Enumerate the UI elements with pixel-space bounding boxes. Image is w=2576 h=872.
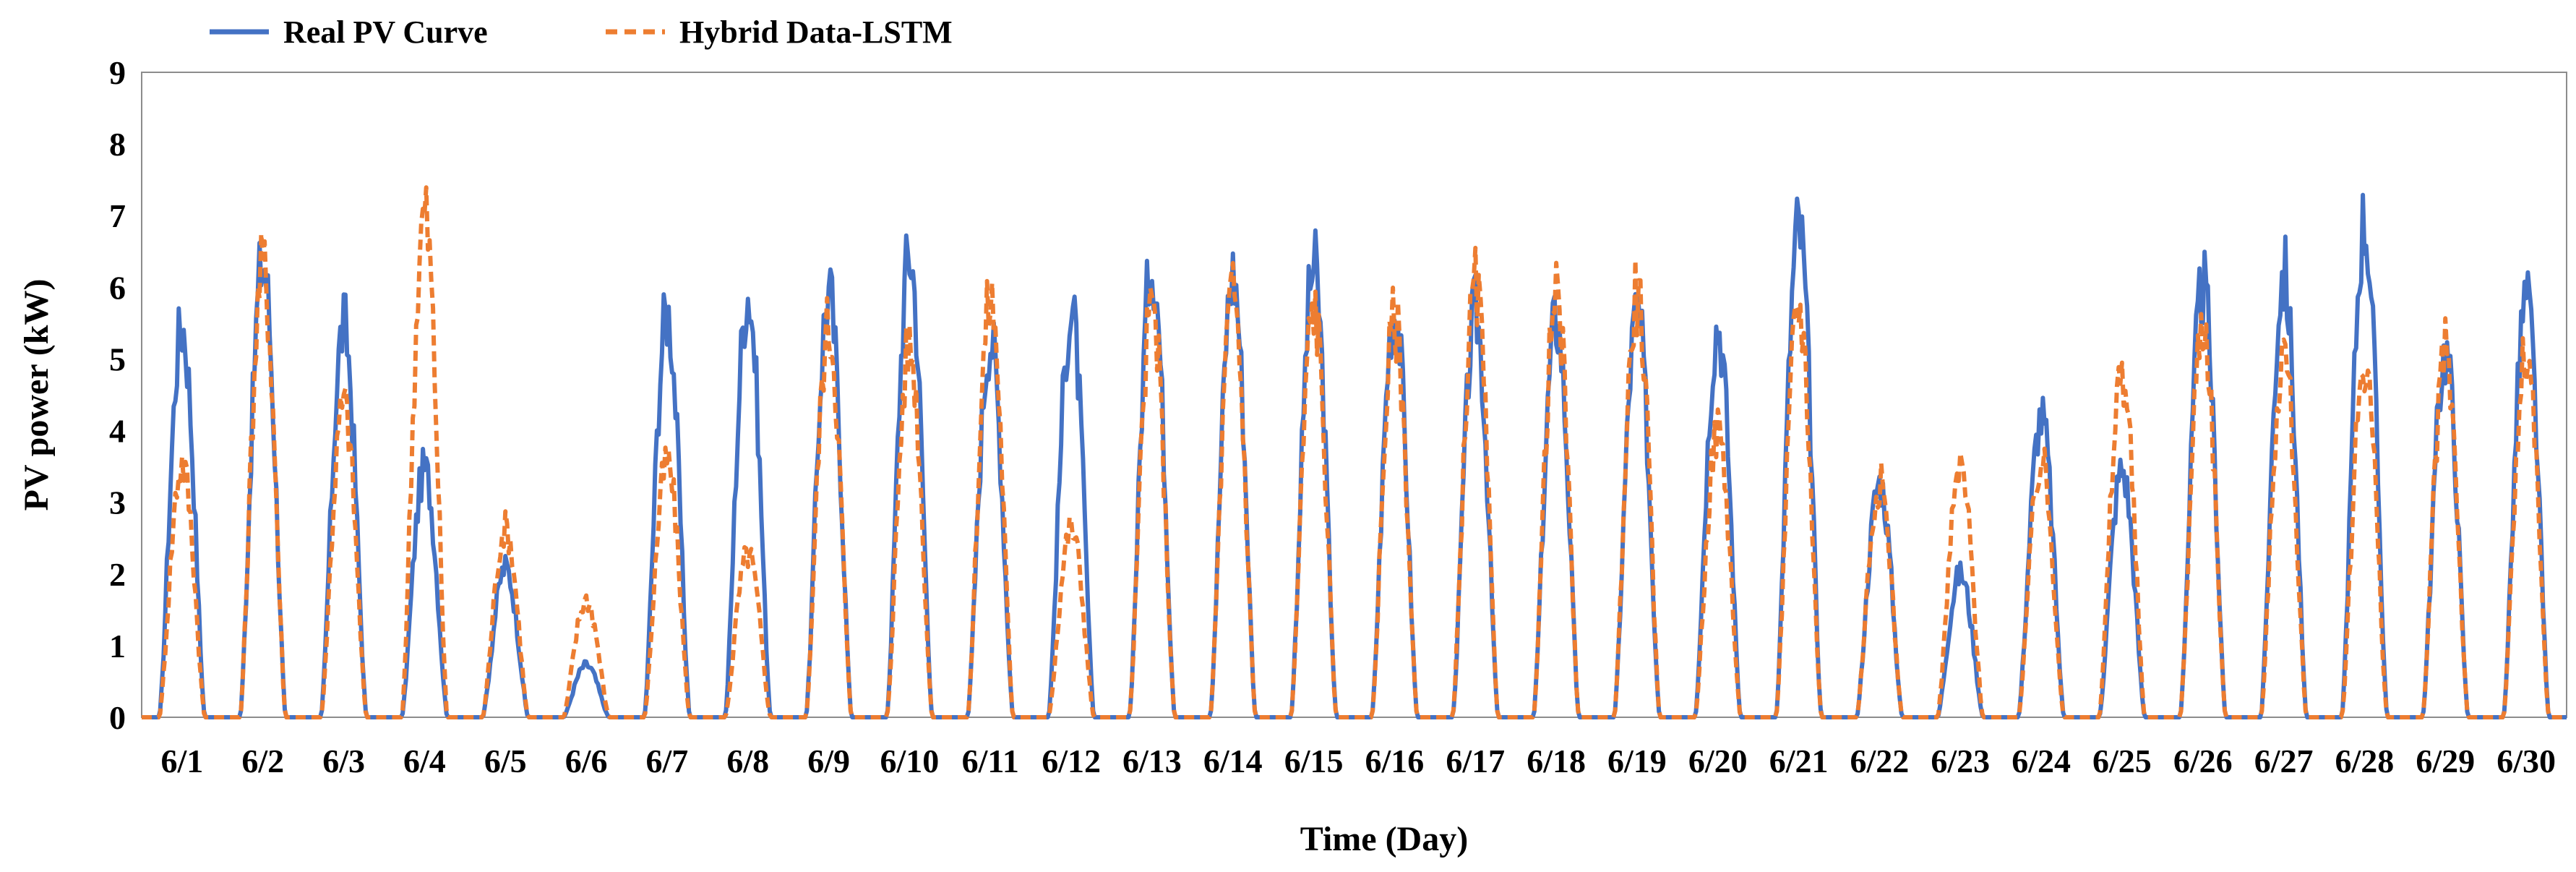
legend: Real PV Curve Hybrid Data-LSTM	[210, 14, 953, 50]
x-tick-label: 6/21	[1769, 743, 1829, 779]
x-tick-label: 6/4	[403, 743, 446, 779]
x-tick-label: 6/18	[1527, 743, 1586, 779]
y-tick-label: 5	[109, 341, 126, 377]
y-tick-label: 1	[109, 628, 126, 664]
x-axis-title: Time (Day)	[1300, 820, 1468, 858]
y-tick-label: 4	[109, 413, 126, 450]
x-tick-label: 6/16	[1365, 743, 1425, 779]
x-tick-label: 6/25	[2092, 743, 2152, 779]
x-tick-label: 6/9	[807, 743, 850, 779]
x-tick-label: 6/11	[962, 743, 1019, 779]
x-tick-label: 6/13	[1122, 743, 1182, 779]
x-tick-label: 6/15	[1284, 743, 1344, 779]
y-tick-label: 6	[109, 269, 126, 306]
x-tick-label: 6/24	[2012, 743, 2071, 779]
x-tick-label: 6/28	[2335, 743, 2395, 779]
y-tick-label: 7	[109, 197, 126, 234]
x-tick-label: 6/3	[322, 743, 365, 779]
y-tick-label: 9	[109, 54, 126, 91]
x-tick-label: 6/1	[161, 743, 204, 779]
x-tick-label: 6/20	[1688, 743, 1748, 779]
x-tick-label: 6/26	[2173, 743, 2233, 779]
series-line-hybrid-lstm	[141, 185, 2567, 719]
y-tick-label: 0	[109, 699, 126, 736]
x-tick-label: 6/27	[2254, 743, 2314, 779]
x-tick-label: 6/6	[565, 743, 608, 779]
legend-label-hybrid-lstm: Hybrid Data-LSTM	[679, 14, 953, 50]
x-tick-label: 6/22	[1850, 743, 1910, 779]
x-axis-ticks: 6/1 6/2 6/3 6/4 6/5 6/6 6/7 6/8 6/9 6/10 6/11 6/12 6…	[161, 743, 2556, 779]
x-tick-label: 6/30	[2496, 743, 2556, 779]
x-tick-label: 6/17	[1446, 743, 1505, 779]
series-layer	[141, 185, 2567, 719]
legend-label-real-pv: Real PV Curve	[283, 14, 488, 50]
y-tick-label: 3	[109, 484, 126, 521]
x-tick-label: 6/5	[484, 743, 527, 779]
x-tick-label: 6/12	[1042, 743, 1101, 779]
x-tick-label: 6/2	[241, 743, 284, 779]
x-tick-label: 6/8	[726, 743, 769, 779]
y-tick-label: 8	[109, 126, 126, 163]
y-axis-title: PV power (kW)	[17, 279, 56, 511]
y-tick-label: 2	[109, 556, 126, 593]
x-tick-label: 6/19	[1607, 743, 1667, 779]
x-tick-label: 6/7	[646, 743, 689, 779]
x-tick-label: 6/14	[1203, 743, 1263, 779]
y-axis-ticks: 0 1 2 3 4 5 6 7 8 9	[109, 54, 126, 736]
x-tick-label: 6/23	[1931, 743, 1990, 779]
x-tick-label: 6/29	[2416, 743, 2475, 779]
x-tick-label: 6/10	[880, 743, 940, 779]
